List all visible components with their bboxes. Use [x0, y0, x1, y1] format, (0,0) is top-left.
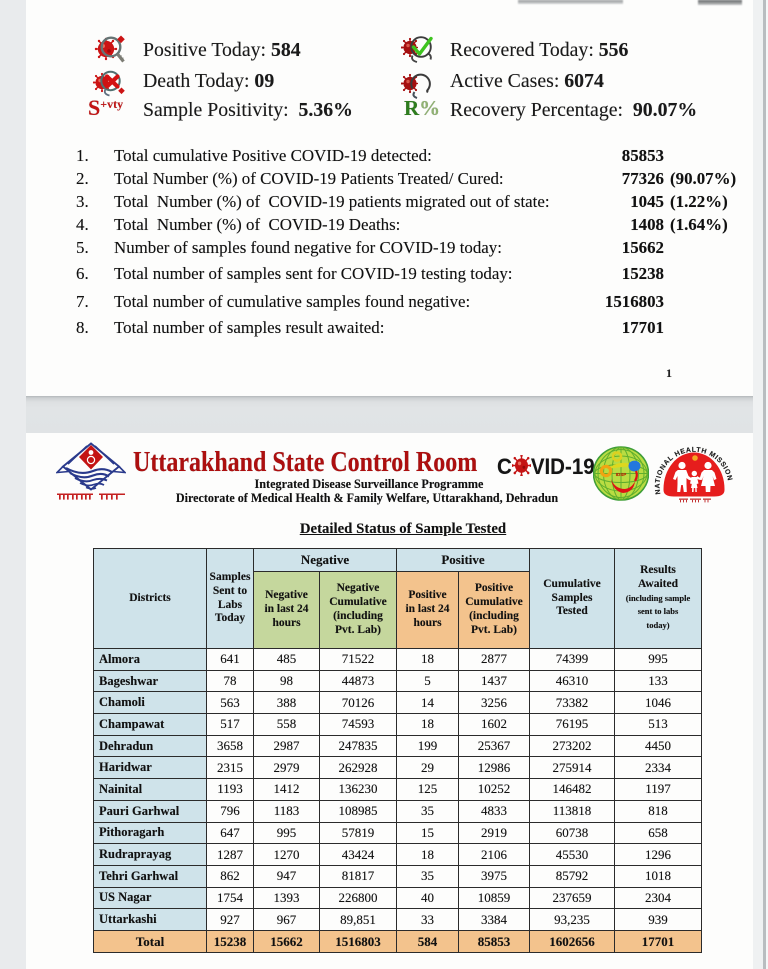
svg-text:IDSP: IDSP: [616, 472, 627, 477]
